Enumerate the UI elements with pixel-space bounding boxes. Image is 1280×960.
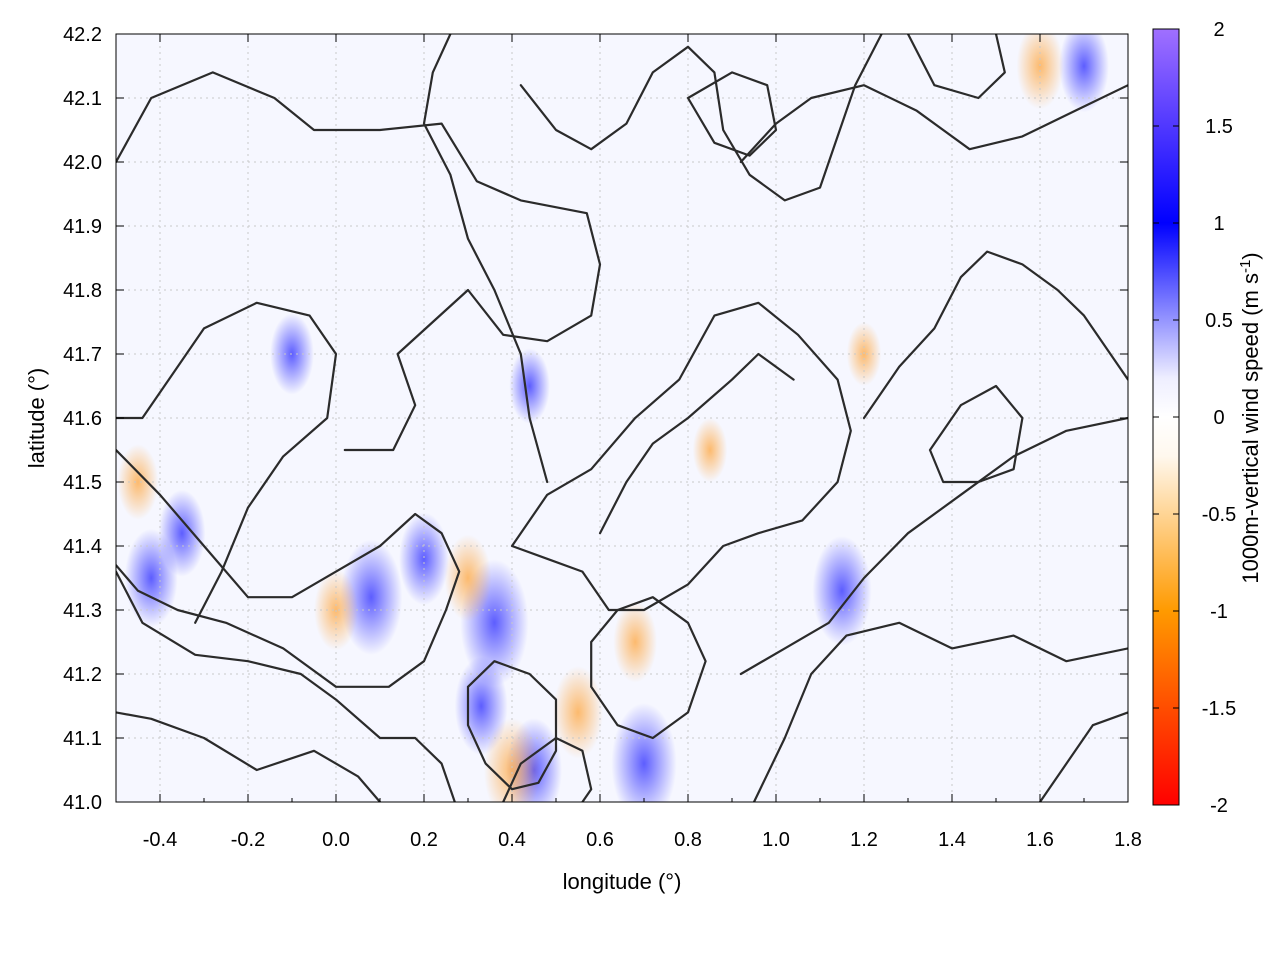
field-feature-9 — [509, 348, 550, 424]
y-axis: 41.0 41.1 41.2 41.3 41.4 41.5 41.6 41.7 41.8 41.9… — [63, 24, 1128, 814]
contour-line-0 — [116, 570, 456, 802]
x-tick-label-1: -0.2 — [231, 829, 265, 851]
y-tick-label-3: 41.3 — [63, 600, 102, 622]
field-feature-7 — [158, 489, 206, 577]
colorbar-tick-label-4: 0 — [1213, 407, 1224, 429]
colorbar-title-superscript: -1 — [1237, 260, 1254, 273]
colorbar-ticks: 2 1.5 1 0.5 0 -0.5 -1 -1.5 -2 — [1153, 19, 1236, 817]
x-tick-label-4: 0.4 — [498, 829, 526, 851]
y-tick-label-9: 41.9 — [63, 216, 102, 238]
colorbar-tick-label-3: 0.5 — [1205, 310, 1233, 332]
contour-line-6 — [752, 621, 1128, 802]
contour-line-10 — [906, 34, 1006, 100]
contour-line-19 — [862, 250, 1128, 420]
colorbar-title-main: 1000m-vertical wind speed (m s — [1238, 273, 1263, 584]
contour-line-4 — [510, 301, 852, 612]
contour-line-15 — [116, 301, 338, 624]
field-feature-15 — [444, 534, 492, 622]
contour-line-14 — [466, 660, 558, 791]
colorbar-title-close: ) — [1238, 252, 1263, 259]
contour-line-13 — [502, 736, 593, 802]
field-feature-1 — [399, 512, 449, 606]
y-tick-label-1: 41.1 — [63, 728, 102, 750]
contour-line-2 — [116, 71, 602, 452]
y-tick-label-2: 41.2 — [63, 664, 102, 686]
y-tick-label-10: 42.0 — [63, 152, 102, 174]
field-feature-10 — [812, 535, 872, 646]
contour-line-16 — [422, 34, 549, 484]
y-tick-label-6: 41.6 — [63, 408, 102, 430]
x-tick-label-11: 1.8 — [1114, 829, 1142, 851]
contour-line-8 — [519, 34, 883, 202]
contour-line-5 — [739, 416, 1128, 676]
field-feature-17 — [613, 601, 658, 683]
x-tick-label-2: 0.0 — [322, 829, 350, 851]
x-tick-label-3: 0.2 — [410, 829, 438, 851]
y-tick-label-11: 42.1 — [63, 88, 102, 110]
contour-lines — [116, 34, 1128, 802]
colorbar-tick-label-7: -1.5 — [1202, 698, 1236, 720]
colorbar-tick-label-1: 1.5 — [1205, 116, 1233, 138]
contour-line-18 — [1038, 711, 1128, 802]
x-axis: -0.4 -0.2 0.0 0.2 0.4 0.6 0.8 1.0 1.2 1.4 1.6 1.8 — [115, 34, 1142, 851]
x-tick-label-7: 1.0 — [762, 829, 790, 851]
wind-speed-field — [117, 34, 1109, 802]
field-feature-11 — [1059, 34, 1109, 113]
field-feature-19 — [692, 418, 728, 482]
y-tick-label-12: 42.2 — [63, 24, 102, 46]
y-tick-label-0: 41.0 — [63, 792, 102, 814]
colorbar-tick-label-0: 2 — [1213, 19, 1224, 41]
contour-line-1 — [116, 711, 382, 802]
contour-line-12 — [590, 596, 707, 740]
x-tick-label-10: 1.6 — [1026, 829, 1054, 851]
y-tick-label-5: 41.5 — [63, 472, 102, 494]
colorbar-title: 1000m-vertical wind speed (m s-1) — [1237, 252, 1263, 583]
contour-line-3 — [116, 448, 461, 688]
contour-line-7 — [739, 84, 1128, 164]
y-axis-title: latitude (°) — [24, 368, 49, 469]
contour-line-11 — [928, 384, 1024, 484]
colorbar-tick-label-6: -1 — [1210, 601, 1228, 623]
colorbar-tick-label-8: -2 — [1210, 795, 1228, 817]
x-axis-title: longitude (°) — [563, 869, 682, 894]
x-tick-label-0: -0.4 — [143, 829, 177, 851]
x-tick-label-6: 0.8 — [674, 829, 702, 851]
field-feature-5 — [611, 703, 677, 802]
colorbar-tick-label-2: 1 — [1213, 213, 1224, 235]
contour-line-17 — [598, 352, 795, 535]
x-tick-label-5: 0.6 — [586, 829, 614, 851]
contour-line-9 — [686, 71, 778, 157]
y-tick-label-7: 41.7 — [63, 344, 102, 366]
y-tick-label-4: 41.4 — [63, 536, 102, 558]
x-tick-label-8: 1.2 — [850, 829, 878, 851]
colorbar-tick-label-5: -0.5 — [1202, 504, 1236, 526]
y-tick-label-8: 41.8 — [63, 280, 102, 302]
x-tick-label-9: 1.4 — [938, 829, 966, 851]
colorbar: 2 1.5 1 0.5 0 -0.5 -1 -1.5 -2 1000m-vertical win… — [1152, 19, 1263, 817]
field-feature-13 — [553, 666, 603, 759]
